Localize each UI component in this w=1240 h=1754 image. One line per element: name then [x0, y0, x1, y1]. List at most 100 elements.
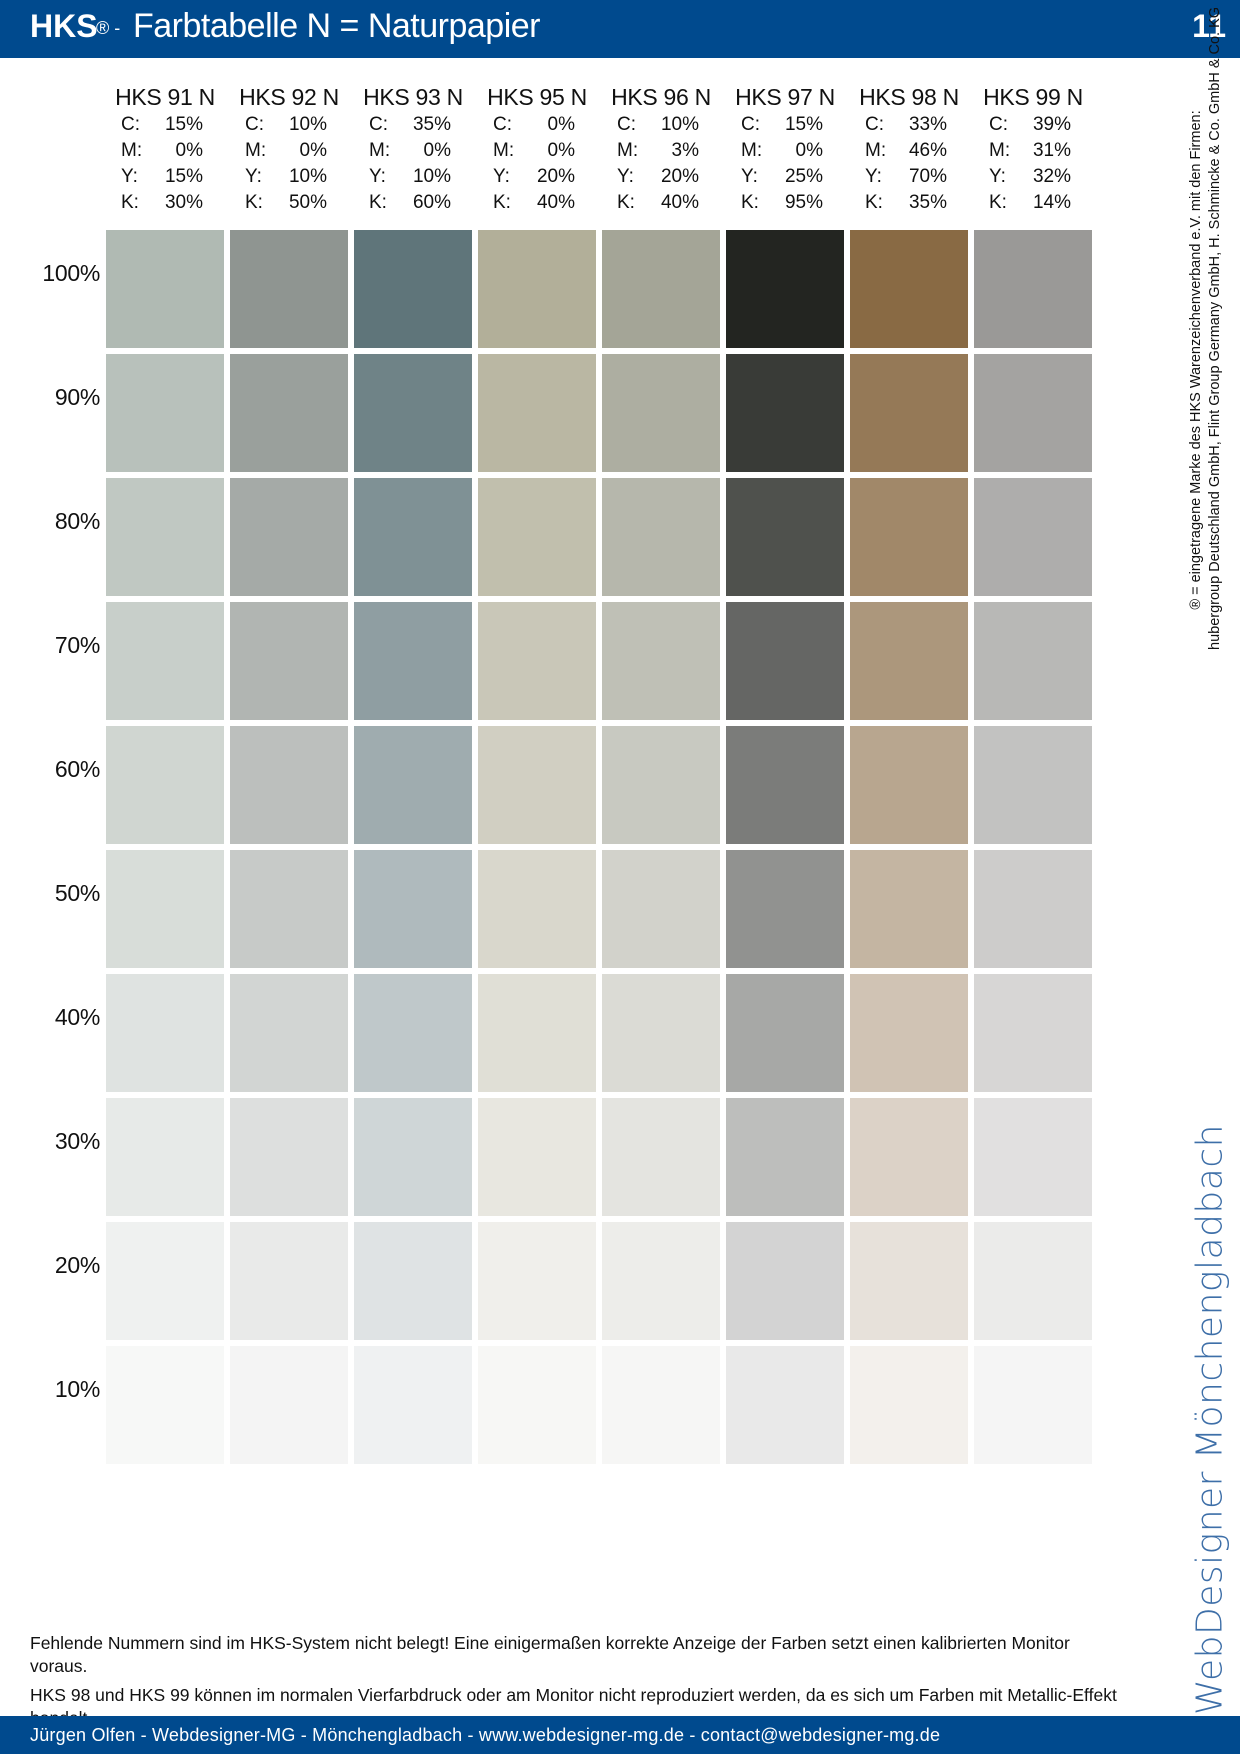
cmyk-label: K: [741, 192, 759, 213]
cmyk-label: C: [121, 114, 140, 135]
cmyk-label: M: [617, 140, 639, 161]
column-header: HKS 98 N C: 33% M: 46% Y: 70% K: 35% [847, 84, 971, 215]
brand-title: HKS [30, 8, 98, 44]
color-swatch [230, 1346, 348, 1464]
cmyk-value: 60% [412, 192, 451, 213]
cmyk-label: M: [865, 140, 887, 161]
color-swatch [230, 354, 348, 472]
cmyk-value: 0% [547, 114, 575, 135]
cmyk-value: 33% [908, 114, 947, 135]
cmyk-row: M: 0% [723, 138, 847, 163]
cmyk-row: M: 0% [351, 138, 475, 163]
cmyk-row: K: 50% [227, 190, 351, 215]
footer-text: Jürgen Olfen - Webdesigner-MG - Möncheng… [30, 1725, 941, 1745]
cmyk-label: K: [617, 192, 635, 213]
color-swatch [230, 1098, 348, 1216]
page-header: HKS ® - Farbtabelle N = Naturpapier 11 [0, 0, 1240, 58]
cmyk-row: K: 35% [847, 190, 971, 215]
cmyk-value: 0% [423, 140, 451, 161]
tint-label: 40% [54, 1004, 100, 1030]
cmyk-row: C: 35% [351, 112, 475, 137]
color-swatch [478, 974, 596, 1092]
cmyk-row: M: 0% [475, 138, 599, 163]
color-swatch [106, 1346, 224, 1464]
color-swatch [974, 850, 1092, 968]
color-swatch [478, 1346, 596, 1464]
cmyk-row: Y: 10% [227, 164, 351, 189]
cmyk-row: M: 31% [971, 138, 1095, 163]
cmyk-row: Y: 10% [351, 164, 475, 189]
cmyk-row: Y: 25% [723, 164, 847, 189]
cmyk-row: Y: 15% [103, 164, 227, 189]
cmyk-value: 14% [1032, 192, 1071, 213]
cmyk-value: 46% [908, 140, 947, 161]
cmyk-label: Y: [865, 166, 882, 187]
cmyk-row: Y: 20% [475, 164, 599, 189]
cmyk-label: M: [369, 140, 391, 161]
cmyk-row: M: 0% [103, 138, 227, 163]
color-swatch [602, 726, 720, 844]
cmyk-row: Y: 20% [599, 164, 723, 189]
cmyk-label: K: [121, 192, 139, 213]
cmyk-label: Y: [741, 166, 758, 187]
color-swatch [106, 602, 224, 720]
cmyk-row: K: 14% [971, 190, 1095, 215]
color-swatch [850, 1222, 968, 1340]
cmyk-row: C: 33% [847, 112, 971, 137]
cmyk-value: 32% [1032, 166, 1071, 187]
color-swatch [974, 1098, 1092, 1216]
cmyk-label: Y: [493, 166, 510, 187]
cmyk-value: 0% [795, 140, 823, 161]
cmyk-row: Y: 32% [971, 164, 1095, 189]
color-swatch [726, 230, 844, 348]
cmyk-value: 30% [164, 192, 203, 213]
column-header: HKS 92 N C: 10% M: 0% Y: 10% K: 50% [227, 84, 351, 215]
color-swatch [726, 1222, 844, 1340]
cmyk-row: C: 15% [103, 112, 227, 137]
color-swatch [478, 478, 596, 596]
color-swatch [850, 850, 968, 968]
cmyk-row: Y: 70% [847, 164, 971, 189]
color-swatch [974, 974, 1092, 1092]
logo-text: WebDesigner Mönchengladbach [1189, 1124, 1231, 1715]
color-swatch [106, 850, 224, 968]
note-missing-numbers: Fehlende Nummern sind im HKS-System nich… [30, 1633, 1070, 1676]
tint-label: 50% [54, 880, 100, 906]
trademark-note-line-2: hubergroup Deutschland GmbH, Flint Group… [1207, 6, 1223, 650]
color-swatch [106, 354, 224, 472]
cmyk-row: K: 40% [475, 190, 599, 215]
cmyk-value: 0% [299, 140, 327, 161]
color-swatch [478, 850, 596, 968]
column-name: HKS 92 N [239, 84, 339, 110]
cmyk-row: M: 3% [599, 138, 723, 163]
color-swatch [974, 230, 1092, 348]
cmyk-row: M: 0% [227, 138, 351, 163]
color-swatch [106, 1222, 224, 1340]
cmyk-label: C: [741, 114, 760, 135]
cmyk-label: M: [989, 140, 1011, 161]
tint-label: 70% [54, 632, 100, 658]
cmyk-value: 10% [288, 114, 327, 135]
cmyk-label: C: [369, 114, 388, 135]
color-swatch [106, 1098, 224, 1216]
color-swatch [726, 726, 844, 844]
page-title: Farbtabelle N = Naturpapier [133, 7, 541, 45]
column-header: HKS 97 N C: 15% M: 0% Y: 25% K: 95% [723, 84, 847, 215]
color-swatch [974, 478, 1092, 596]
cmyk-value: 40% [536, 192, 575, 213]
color-swatch [726, 850, 844, 968]
cmyk-label: K: [989, 192, 1007, 213]
cmyk-label: C: [493, 114, 512, 135]
color-swatch [478, 726, 596, 844]
color-swatch [354, 974, 472, 1092]
color-swatch [974, 1222, 1092, 1340]
cmyk-value: 25% [784, 166, 823, 187]
column-name: HKS 95 N [487, 84, 587, 110]
cmyk-label: Y: [617, 166, 634, 187]
cmyk-row: K: 30% [103, 190, 227, 215]
column-name: HKS 98 N [859, 84, 959, 110]
page-footer: Jürgen Olfen - Webdesigner-MG - Möncheng… [0, 1716, 1240, 1754]
color-swatch [850, 230, 968, 348]
cmyk-value: 35% [908, 192, 947, 213]
cmyk-value: 70% [908, 166, 947, 187]
